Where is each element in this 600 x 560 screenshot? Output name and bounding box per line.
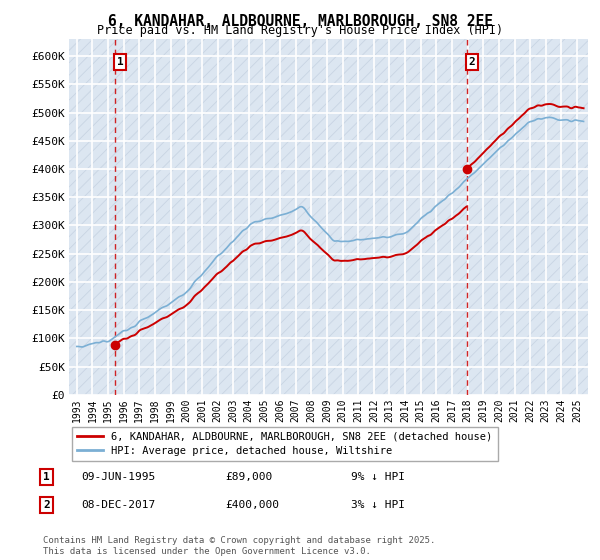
Text: £400,000: £400,000 bbox=[225, 500, 279, 510]
Text: Contains HM Land Registry data © Crown copyright and database right 2025.
This d: Contains HM Land Registry data © Crown c… bbox=[43, 536, 436, 556]
Text: 2: 2 bbox=[43, 500, 50, 510]
Text: 6, KANDAHAR, ALDBOURNE, MARLBOROUGH, SN8 2EE: 6, KANDAHAR, ALDBOURNE, MARLBOROUGH, SN8… bbox=[107, 14, 493, 29]
Text: £89,000: £89,000 bbox=[225, 472, 272, 482]
Text: 9% ↓ HPI: 9% ↓ HPI bbox=[351, 472, 405, 482]
Text: 1: 1 bbox=[43, 472, 50, 482]
Text: 1: 1 bbox=[117, 57, 124, 67]
Text: 2: 2 bbox=[469, 57, 475, 67]
Legend: 6, KANDAHAR, ALDBOURNE, MARLBOROUGH, SN8 2EE (detached house), HPI: Average pric: 6, KANDAHAR, ALDBOURNE, MARLBOROUGH, SN8… bbox=[71, 427, 497, 461]
Text: 3% ↓ HPI: 3% ↓ HPI bbox=[351, 500, 405, 510]
Text: 09-JUN-1995: 09-JUN-1995 bbox=[81, 472, 155, 482]
Text: 08-DEC-2017: 08-DEC-2017 bbox=[81, 500, 155, 510]
Text: Price paid vs. HM Land Registry's House Price Index (HPI): Price paid vs. HM Land Registry's House … bbox=[97, 24, 503, 37]
